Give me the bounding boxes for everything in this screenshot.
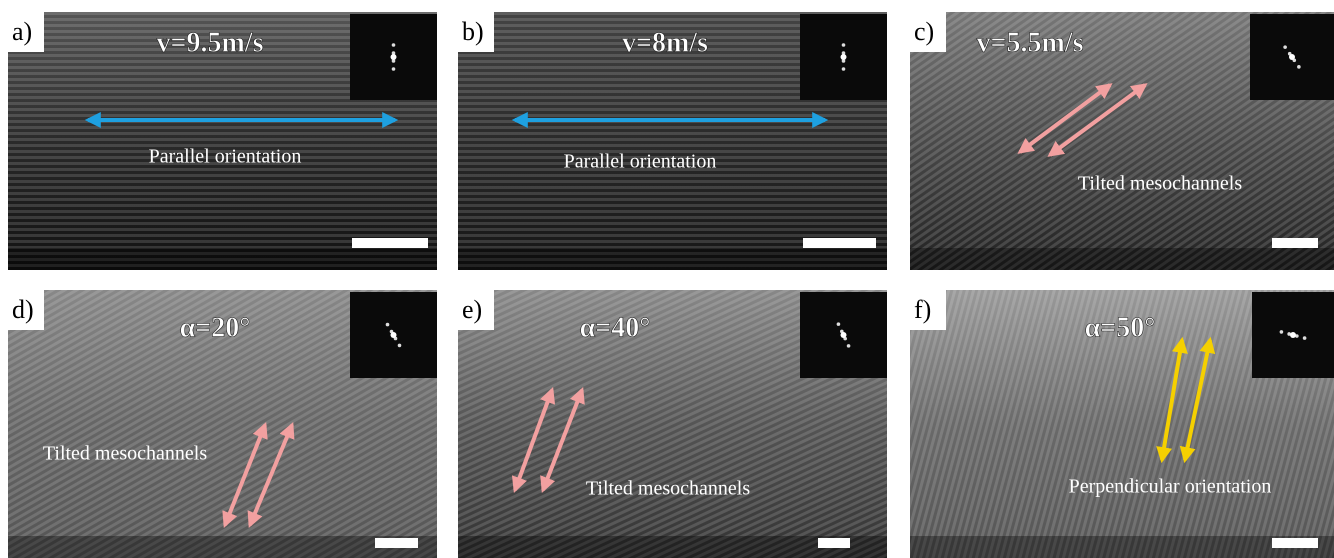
panel-label: a) — [12, 17, 32, 46]
fft-spot — [842, 43, 846, 47]
fft-spot — [1303, 336, 1307, 340]
panel-heading: v=9.5m/s — [157, 27, 264, 58]
panel: b) v=8m/s Parallel orientation — [458, 12, 887, 270]
panel: e) α=40° Tilted mesochannels — [458, 290, 887, 558]
bottom-band — [910, 248, 1334, 270]
fft-center — [1290, 332, 1296, 338]
panel: c) v=5.5m/s Tilted mesochannels — [910, 12, 1334, 270]
scale-bar — [1272, 538, 1318, 548]
panel-label: d) — [12, 295, 34, 324]
fft-center — [1289, 54, 1295, 60]
fft-spot — [847, 344, 851, 348]
scale-bar — [375, 538, 418, 548]
page: a) v=9.5m/s Parallel orientation b) v=8m/s Pa… — [0, 0, 1334, 558]
fft-spot — [398, 344, 402, 348]
panel: a) v=9.5m/s Parallel orientation — [8, 12, 437, 270]
panel-caption: Perpendicular orientation — [1069, 476, 1272, 498]
fft-spot — [1297, 65, 1301, 69]
bottom-band — [910, 536, 1334, 558]
fft-spot — [1283, 45, 1287, 49]
panel-caption: Parallel orientation — [564, 151, 717, 173]
panel: f) α=50° Perpendicular orientation — [910, 290, 1334, 558]
scale-bar — [818, 538, 850, 548]
bottom-band — [8, 248, 437, 270]
fft-spot — [842, 67, 846, 71]
scale-bar — [803, 238, 876, 248]
panel-caption: Tilted mesochannels — [43, 443, 207, 465]
fft-spot — [386, 323, 390, 327]
bottom-band — [8, 536, 437, 558]
panel-heading: v=5.5m/s — [977, 27, 1084, 58]
panel-caption: Tilted mesochannels — [1078, 173, 1242, 195]
scale-bar — [1272, 238, 1318, 248]
fft-spot — [837, 322, 841, 326]
panel-heading: α=40° — [580, 312, 651, 343]
fft-spot — [392, 67, 396, 71]
fft-spot — [1280, 330, 1284, 334]
panel-caption: Tilted mesochannels — [586, 478, 750, 500]
fft-center — [841, 54, 847, 60]
panel-heading: v=8m/s — [622, 27, 708, 58]
panel-label: c) — [914, 17, 934, 46]
panel-caption: Parallel orientation — [149, 146, 302, 168]
panel-label: f) — [914, 295, 931, 324]
fft-center — [391, 54, 397, 60]
figure: a) v=9.5m/s Parallel orientation b) v=8m/s Pa… — [0, 0, 1334, 558]
panel-label: b) — [462, 17, 484, 46]
fft-center — [841, 332, 847, 338]
bottom-band — [458, 248, 887, 270]
fft-center — [391, 332, 397, 338]
panel: d) α=20° Tilted mesochannels — [8, 290, 437, 558]
fft-spot — [392, 43, 396, 47]
panel-heading: α=50° — [1085, 312, 1156, 343]
panel-heading: α=20° — [180, 312, 251, 343]
scale-bar — [352, 238, 428, 248]
panel-label: e) — [462, 295, 482, 324]
